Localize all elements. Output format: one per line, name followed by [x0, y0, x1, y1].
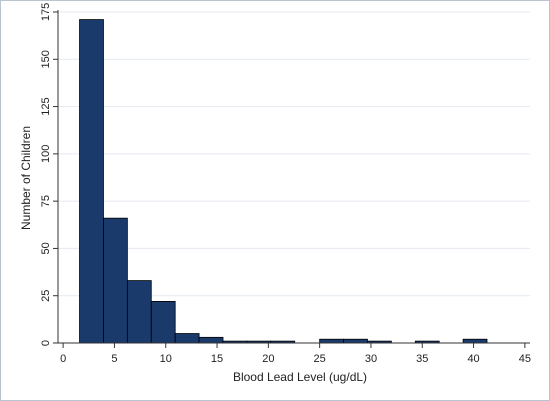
tick-labels: 0 25 50 75 100 125 150 175 0 5 10 15 20 25 30 35 40 45 [40, 3, 531, 365]
grid-lines [58, 11, 530, 297]
y-tick-label-75: 75 [40, 195, 52, 207]
histogram-bar-4 [174, 333, 200, 344]
histogram-bar-3 [150, 300, 176, 344]
x-tick-label-10: 10 [160, 353, 172, 365]
x-tick-label-25: 25 [314, 353, 326, 365]
x-tick-label-45: 45 [519, 353, 531, 365]
histogram-bar-10 [343, 338, 368, 344]
x-tick-label-35: 35 [416, 353, 428, 365]
axes [53, 10, 530, 348]
y-tick-label-125: 125 [40, 97, 52, 115]
histogram-bar-1 [103, 217, 128, 344]
histogram-bar-2 [126, 280, 152, 344]
y-tick-label-150: 150 [40, 50, 52, 68]
x-tick-label-40: 40 [467, 353, 479, 365]
bars [79, 19, 488, 344]
y-axis-title: Number of Children [19, 126, 33, 230]
x-tick-label-20: 20 [262, 353, 274, 365]
y-tick-label-100: 100 [40, 145, 52, 163]
x-tick-label-5: 5 [111, 353, 117, 365]
x-tick-label-30: 30 [365, 353, 377, 365]
histogram-bar-0 [79, 19, 104, 344]
y-tick-label-50: 50 [40, 242, 52, 254]
x-tick-label-15: 15 [211, 353, 223, 365]
y-tick-label-25: 25 [40, 290, 52, 302]
y-tick-label-175: 175 [40, 3, 52, 21]
x-axis-title: Blood Lead Level (ug/dL) [233, 370, 367, 384]
y-tick-label-0: 0 [40, 340, 52, 346]
histogram-bar-9 [319, 338, 344, 344]
histogram-bar-5 [198, 336, 224, 344]
histogram-bar-13 [462, 338, 488, 344]
x-tick-label-0: 0 [60, 353, 66, 365]
